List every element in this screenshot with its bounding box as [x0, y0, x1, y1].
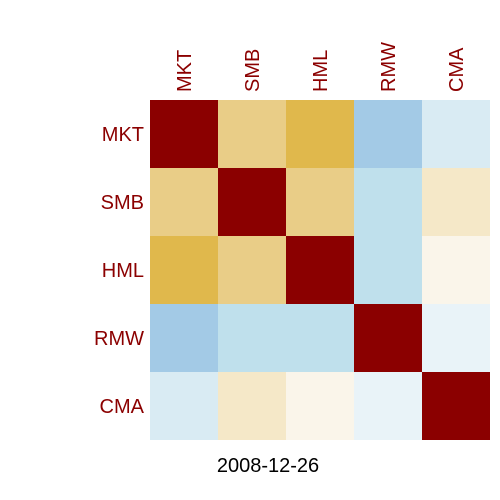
row-labels: MKT SMB HML RMW CMA — [94, 124, 145, 418]
column-label-mkt: MKT — [174, 50, 196, 92]
heatmap-cell-cma-hml — [286, 372, 354, 440]
heatmap-cells — [150, 100, 490, 440]
heatmap-cell-mkt-cma — [422, 100, 490, 168]
row-label-mkt: MKT — [102, 124, 144, 146]
heatmap-cell-cma-cma — [422, 372, 490, 440]
row-label-hml: HML — [102, 260, 144, 282]
heatmap-cell-hml-rmw — [354, 236, 422, 304]
heatmap-cell-hml-smb — [218, 236, 286, 304]
heatmap-cell-rmw-rmw — [354, 304, 422, 372]
heatmap-cell-rmw-hml — [286, 304, 354, 372]
heatmap-cell-rmw-smb — [218, 304, 286, 372]
row-label-cma: CMA — [100, 396, 145, 418]
heatmap-cell-smb-rmw — [354, 168, 422, 236]
heatmap-cell-cma-mkt — [150, 372, 218, 440]
column-label-smb: SMB — [242, 49, 264, 92]
heatmap-cell-smb-smb — [218, 168, 286, 236]
heatmap-cell-mkt-rmw — [354, 100, 422, 168]
column-label-cma: CMA — [446, 47, 468, 92]
heatmap-cell-hml-hml — [286, 236, 354, 304]
heatmap-cell-mkt-smb — [218, 100, 286, 168]
row-label-smb: SMB — [101, 192, 144, 214]
heatmap-cell-hml-cma — [422, 236, 490, 304]
heatmap-cell-smb-hml — [286, 168, 354, 236]
heatmap-cell-smb-mkt — [150, 168, 218, 236]
chart-date-caption: 2008-12-26 — [217, 455, 319, 477]
column-labels: MKT SMB HML RMW CMA — [174, 42, 468, 92]
heatmap-cell-mkt-hml — [286, 100, 354, 168]
row-label-rmw: RMW — [94, 328, 144, 350]
heatmap-cell-smb-cma — [422, 168, 490, 236]
heatmap-cell-hml-mkt — [150, 236, 218, 304]
column-label-hml: HML — [310, 50, 332, 92]
heatmap-cell-rmw-cma — [422, 304, 490, 372]
heatmap-cell-mkt-mkt — [150, 100, 218, 168]
column-label-rmw: RMW — [378, 42, 400, 92]
heatmap-cell-cma-rmw — [354, 372, 422, 440]
heatmap-cell-cma-smb — [218, 372, 286, 440]
heatmap-cell-rmw-mkt — [150, 304, 218, 372]
